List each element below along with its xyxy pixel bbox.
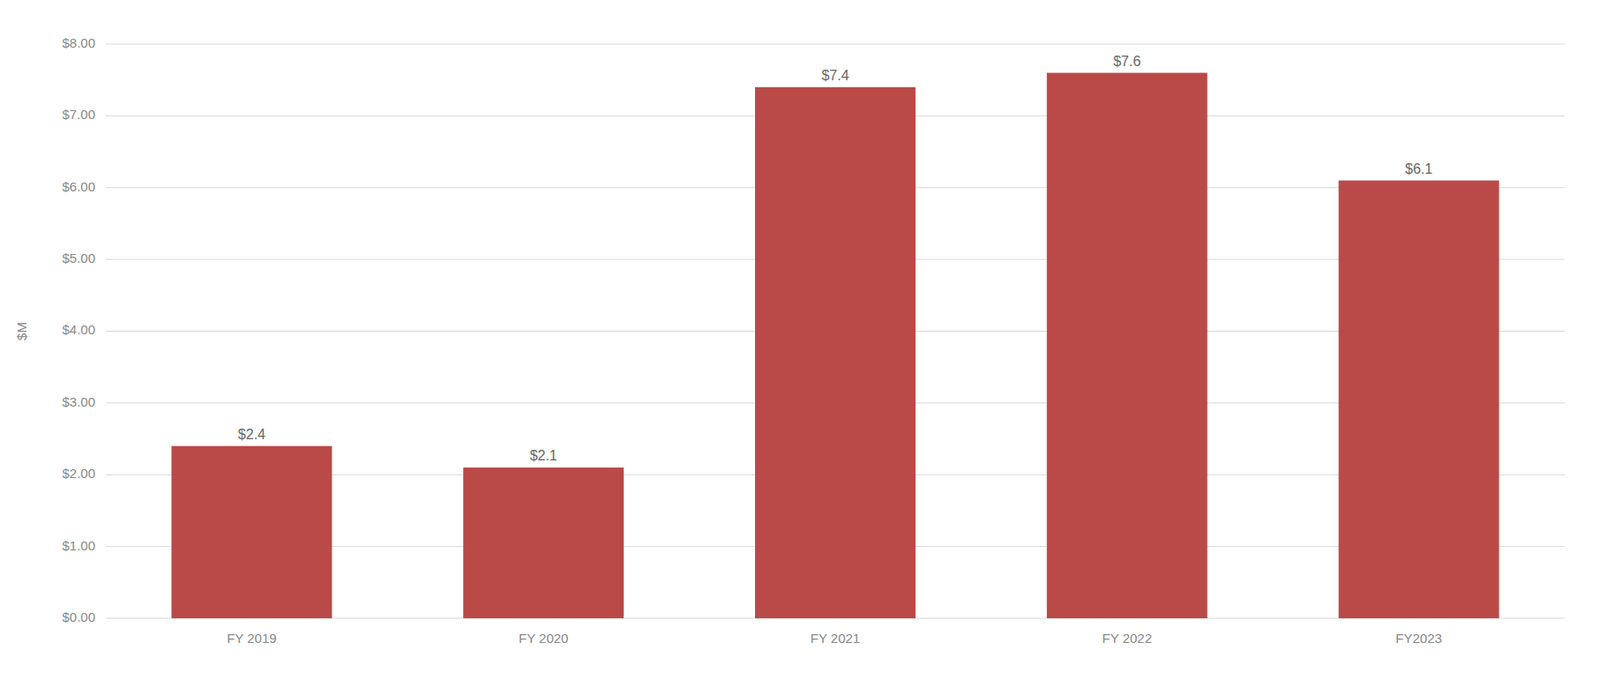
data-label: $7.4 [821,67,849,83]
x-tick-label: FY 2021 [810,630,860,646]
y-tick-label: $8.00 [61,35,96,51]
bars [171,73,1499,619]
chart-svg: $0.00 $1.00 $2.00 $3.00 $4.00 $5.00 $6.00 $7.00… [0,0,1600,680]
y-tick-label: $0.00 [61,609,96,625]
x-tick-label: FY 2020 [518,630,569,646]
data-label: $6.1 [1405,161,1433,177]
y-tick-label: $3.00 [61,394,96,410]
bar [755,87,916,619]
data-label: $7.6 [1113,53,1141,69]
x-tick-label: FY 2019 [226,630,277,646]
data-label: $2.4 [238,426,266,442]
chart-container: $0.00 $1.00 $2.00 $3.00 $4.00 $5.00 $6.00 $7.00… [0,0,1600,680]
y-tick-labels: $0.00 $1.00 $2.00 $3.00 $4.00 $5.00 $6.00 $7.00… [61,35,96,625]
y-axis-label: $M [14,321,30,341]
y-tick-label: $4.00 [61,321,96,337]
y-tick-label: $7.00 [61,106,96,122]
bar [1338,180,1500,619]
bar [463,467,624,619]
y-tick-label: $5.00 [61,250,96,266]
y-grid [105,44,1565,619]
data-label: $2.1 [530,448,558,464]
grid-line [105,44,1565,45]
y-tick-label: $1.00 [61,538,96,554]
y-tick-label: $2.00 [61,465,96,481]
bar [1046,73,1208,619]
x-tick-labels: FY 2019 FY 2020 FY 2021 FY 2022 FY2023 [226,630,1443,646]
x-tick-label: FY2023 [1395,630,1443,646]
y-tick-label: $6.00 [61,179,96,195]
x-tick-label: FY 2022 [1102,630,1152,646]
data-labels: $2.4 $2.1 $7.4 $7.6 $6.1 [238,53,1433,464]
bar [171,446,332,619]
